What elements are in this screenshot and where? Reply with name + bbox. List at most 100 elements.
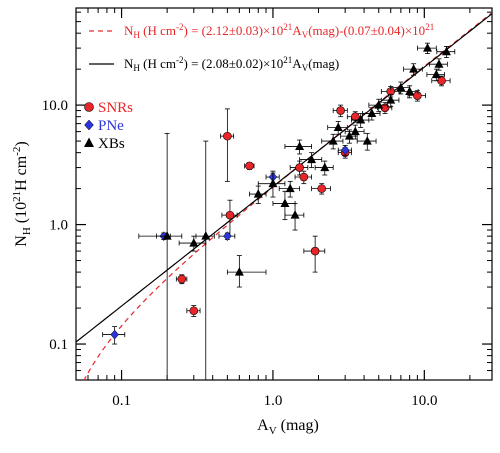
xbs-point <box>321 133 344 150</box>
snrs-point <box>311 183 331 195</box>
snrs-point <box>221 199 238 237</box>
legend-label: XBs <box>98 136 125 152</box>
triangle-marker <box>280 198 290 208</box>
circle-marker <box>84 102 94 112</box>
xbs-point <box>257 172 286 198</box>
triangle-marker <box>374 100 384 109</box>
xbs-point <box>178 235 207 252</box>
legend-entry-pne: PNe <box>84 118 124 134</box>
triangle-marker <box>362 136 372 145</box>
pne-point <box>337 145 352 156</box>
triangle-marker <box>423 43 433 52</box>
xbs-point <box>284 203 305 231</box>
snrs-point <box>294 170 312 185</box>
triangle-marker <box>386 95 396 104</box>
xbs-point <box>226 255 267 288</box>
x-tick-label: 0.1 <box>112 393 131 409</box>
axis-ticks: 0.1 1.0 10.0 0.1 1.0 10.0 <box>42 8 492 409</box>
triangle-marker <box>253 189 263 198</box>
xbs-point <box>278 180 300 198</box>
triangle-marker <box>367 108 377 118</box>
snrs-point <box>244 161 255 171</box>
snrs-point <box>303 235 326 273</box>
circle-marker <box>350 112 360 121</box>
xbs-point <box>138 132 183 380</box>
triangle-marker <box>333 122 343 131</box>
triangle-marker <box>234 267 244 276</box>
fit-legend-label: NH (H cm-2) = (2.12±0.03)×1021AV(mag)-(0… <box>124 22 434 40</box>
circle-marker <box>189 306 199 316</box>
triangle-marker <box>350 126 360 136</box>
fit-legend-label: NH (H cm-2) = (2.08±0.02)×1021AV(mag) <box>124 55 339 73</box>
circle-marker <box>225 210 235 220</box>
triangle-marker <box>396 82 406 92</box>
snrs-point <box>332 104 348 118</box>
circle-marker <box>336 106 345 115</box>
pne-point <box>218 231 236 242</box>
xbs-point <box>362 107 381 121</box>
triangle-marker <box>328 136 338 145</box>
xbs-point <box>416 42 437 54</box>
xbs-point <box>249 185 267 204</box>
circle-marker <box>413 91 422 100</box>
snrs-point <box>407 90 427 102</box>
triangle-marker <box>307 154 317 164</box>
xbs-point <box>390 81 411 95</box>
triangle-marker <box>434 59 444 68</box>
triangle-marker <box>405 86 415 96</box>
y-tick-label: 0.1 <box>49 337 68 353</box>
diamond-marker <box>340 145 350 155</box>
xbs-point <box>356 132 377 151</box>
triangle-marker <box>431 69 441 79</box>
y-tick-label: 10.0 <box>42 98 68 114</box>
triangle-marker <box>344 131 354 140</box>
triangle-marker <box>290 210 300 219</box>
plot-frame <box>75 7 493 381</box>
axis-labels: AV (mag) NH (1021H cm-2) <box>11 141 319 437</box>
xbs-point <box>403 63 423 76</box>
x-tick-label: 1.0 <box>264 393 283 409</box>
diamond-marker <box>84 119 94 131</box>
circle-marker <box>299 172 309 182</box>
circle-marker <box>317 184 327 193</box>
xbs-point <box>436 46 456 58</box>
fit-legend: NH (H cm-2) = (2.12±0.03)×1021AV(mag)-(0… <box>89 22 434 73</box>
xbs-point <box>428 58 448 71</box>
triangle-marker <box>320 162 330 172</box>
pne-point <box>102 326 126 345</box>
triangle-marker <box>268 178 278 188</box>
triangle-marker <box>295 141 305 151</box>
triangle-marker <box>285 183 295 193</box>
xbs-point <box>299 152 323 168</box>
snrs-point <box>175 274 188 285</box>
snrs-point <box>431 75 451 87</box>
xbs-point <box>426 68 445 82</box>
xbs-point <box>340 129 358 144</box>
data-points <box>102 42 456 380</box>
y-tick-label: 1.0 <box>49 218 68 234</box>
snrs-point <box>289 160 309 176</box>
x-axis-label: AV (mag) <box>257 417 319 437</box>
xbs-point <box>399 85 419 99</box>
triangle-marker <box>84 137 94 147</box>
snrs-point <box>186 305 201 317</box>
circle-marker <box>295 163 304 172</box>
circle-marker <box>245 161 254 171</box>
xbs-point <box>327 121 348 135</box>
diamond-marker <box>110 329 119 340</box>
legend-label: SNRs <box>98 100 133 116</box>
diamond-marker <box>223 231 232 242</box>
triangle-marker <box>162 231 172 240</box>
circle-marker <box>310 246 320 256</box>
xbs-point <box>314 160 334 176</box>
y-axis-label: NH (1021H cm-2) <box>11 141 33 246</box>
circle-marker <box>223 131 232 141</box>
series-legend: SNRs PNe XBs <box>84 100 133 152</box>
xbs-point <box>380 93 400 108</box>
xbs-point <box>284 139 312 155</box>
legend-label: PNe <box>98 118 124 134</box>
triangle-marker <box>201 231 211 240</box>
legend-entry-snrs: SNRs <box>84 100 133 116</box>
